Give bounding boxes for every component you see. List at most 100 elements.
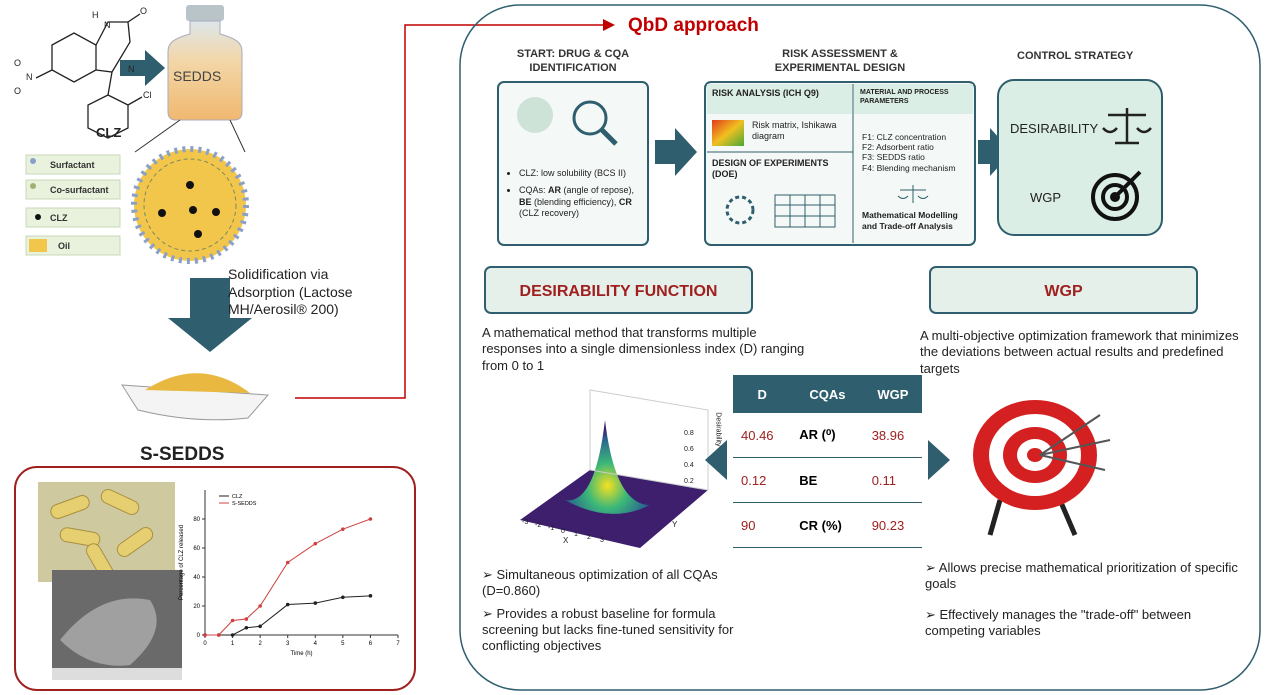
atom-label: O [14, 58, 22, 68]
table-cell: AR (⁰) [791, 413, 864, 458]
bullet-bold: AR [548, 185, 562, 196]
desirability-box [484, 266, 753, 314]
target-ring [1101, 183, 1129, 211]
legend-label: Surfactant [50, 160, 95, 170]
x-axis-label: Time (h) [290, 651, 312, 657]
risk-matrix: Risk matrix, Ishikawa diagram [752, 120, 837, 142]
legend-box [25, 179, 121, 200]
x-tick-label: 4 [314, 641, 318, 647]
atom-label: O [14, 86, 22, 96]
series-line [205, 595, 371, 636]
legend-label: CLZ [50, 213, 68, 223]
legend-boxes [25, 154, 121, 256]
zoom-line [229, 119, 246, 153]
solidification-text: Solidification via Adsorption (Lactose M… [228, 266, 353, 317]
benzene-ring [51, 32, 97, 83]
surface-peak [565, 420, 650, 514]
table-row: 90 CR (%) 90.23 [733, 502, 922, 548]
data-point [230, 633, 235, 637]
powder [145, 373, 250, 393]
legend-box [25, 207, 121, 228]
table-cell: 90.23 [863, 502, 922, 548]
data-point [258, 624, 262, 629]
surface-z-label: Desirability [714, 412, 722, 447]
diazepine-ring [95, 21, 131, 73]
table-cell: CR (%) [791, 502, 864, 548]
capsule [100, 489, 140, 515]
bullet: ➢ Allows precise mathematical prioritiza… [925, 560, 1238, 592]
target-arrow [1113, 170, 1142, 199]
legend-label: Co-surfactant [50, 185, 109, 195]
molecule-name: CLZ [96, 125, 122, 140]
atom-label: O [140, 6, 148, 16]
data-point [285, 602, 290, 607]
bullet-text: CQAs: [519, 185, 549, 196]
y-tick-label: 20 [193, 604, 200, 610]
sem-caption-bar [52, 668, 182, 680]
bullet-bold: BE [519, 196, 532, 207]
clz-dot [212, 208, 220, 216]
results-table: D CQAs WGP 40.46 AR (⁰) 38.96 0.12 BE 0.11 90 C… [733, 375, 922, 548]
control-box [997, 79, 1163, 236]
release-box [14, 466, 416, 691]
series-line [205, 518, 371, 636]
legend-icon [30, 158, 36, 164]
header-cell: CQAs [791, 375, 864, 413]
start-bullets: CLZ: low solubility (BCS II) CQAs: AR (a… [505, 168, 645, 225]
flask-icon [517, 97, 553, 133]
dart [1039, 439, 1111, 456]
arrow [978, 128, 1012, 176]
qbd-frame [459, 4, 1261, 691]
x-tick-label: 7 [396, 641, 400, 647]
magnifier-icon [572, 100, 608, 136]
desirability-bullets: ➢ Simultaneous optimization of all CQAs … [482, 567, 742, 654]
surface-x-tick: 0 [561, 528, 565, 535]
data-point [244, 625, 249, 630]
table-header: D CQAs WGP [733, 375, 922, 413]
clz-dot [186, 181, 194, 189]
sem-particle [60, 598, 157, 666]
legend-box [25, 154, 121, 175]
wgp-box [929, 266, 1198, 314]
atom-label: N [104, 20, 111, 30]
surface-y-name: Y [672, 520, 678, 529]
data-point [368, 517, 373, 521]
x-tick-label: 1 [231, 641, 235, 647]
params-list: F1: CLZ concentration F2: Adsorbent rati… [862, 132, 956, 173]
target-leg [1057, 499, 1078, 536]
control-item: WGP [1030, 190, 1062, 205]
target-icon [1091, 170, 1142, 221]
arrow [655, 128, 697, 176]
release-plot: 0 20 40 60 80 0 1 2 3 4 5 6 7 Time (h) Percentage of C… [179, 490, 400, 657]
qbd-title: QbD approach [628, 15, 759, 36]
params-heading: MATERIAL AND PROCESS PARAMETERS [860, 89, 949, 105]
grid-icon [774, 194, 836, 228]
surface-panel [589, 389, 709, 491]
param: F3: SEDDS ratio [862, 152, 925, 163]
y-tick-label: 0 [197, 633, 201, 639]
capsule [50, 495, 90, 519]
doe: DESIGN OF EXPERIMENTS (DOE) [712, 158, 829, 180]
data-point [244, 617, 249, 621]
desirability-heading: DESIRABILITY FUNCTION [519, 283, 718, 300]
atom-label: N [128, 64, 135, 74]
bullet: CQAs: AR (angle of repose), BE (blending… [519, 185, 645, 219]
table-row: 40.46 AR (⁰) 38.96 [733, 413, 922, 458]
header-cell: D [733, 375, 792, 413]
legend-icon [30, 183, 36, 189]
surface-z-tick: 0.2 [684, 478, 694, 485]
surface-x-name: X [563, 536, 569, 545]
arrow [120, 50, 165, 86]
surface-x-tick: -3 [522, 519, 529, 526]
x-tick-label: 3 [286, 641, 290, 647]
target-image [973, 400, 1111, 536]
legend-icon [35, 214, 41, 220]
y-tick-label: 80 [193, 517, 200, 523]
arrow [168, 278, 252, 352]
param: F4: Blending mechanism [862, 162, 956, 173]
scale-icon-small [897, 185, 929, 203]
bond [107, 71, 113, 96]
scale-icon [1102, 108, 1152, 145]
data-point [313, 601, 318, 605]
